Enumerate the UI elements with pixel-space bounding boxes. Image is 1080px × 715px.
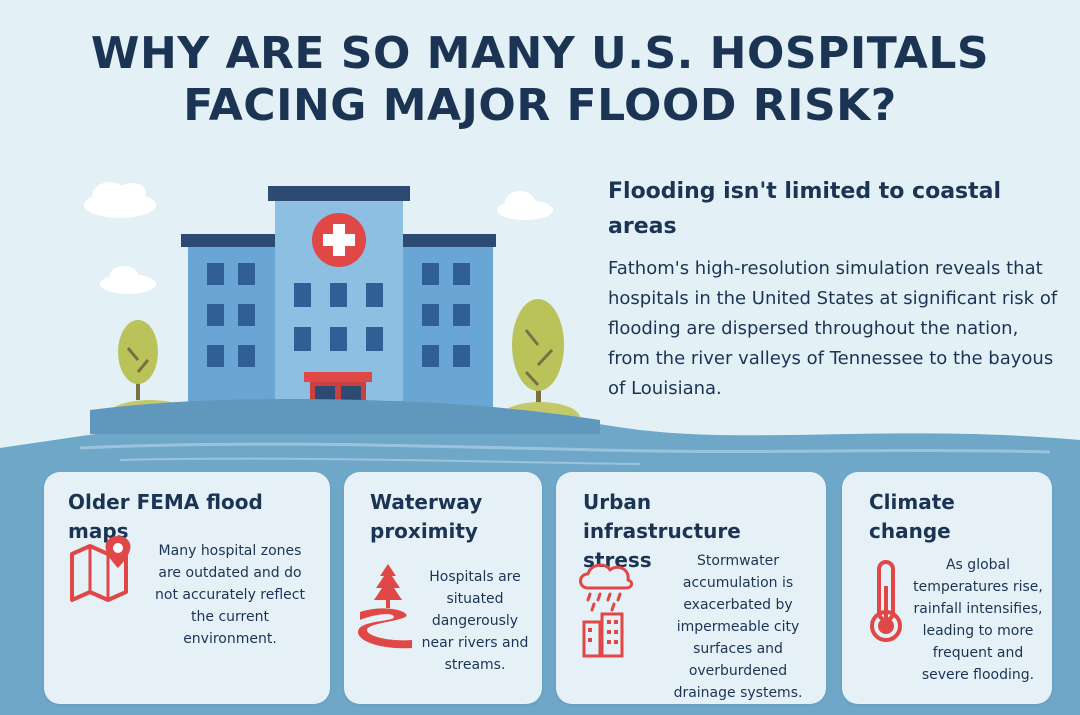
card-waterway-proximity: Waterway proximity Hospitals are situate… xyxy=(344,472,542,704)
card-text: Many hospital zones are outdated and do … xyxy=(155,543,305,647)
lead-heading: Flooding isn't limited to coastal areas xyxy=(608,179,1002,239)
map-pin-icon xyxy=(70,536,131,602)
card-title: Waterway proximity xyxy=(370,490,483,543)
card-title: Climate change xyxy=(869,490,955,543)
card-urban-infrastructure-stress: Urban infrastructure stress Stormwater a… xyxy=(556,472,826,704)
card-title: Urban infrastructure stress xyxy=(583,490,741,572)
card-older-fema-flood-maps: Older FEMA flood maps Many hospital zone… xyxy=(44,472,330,704)
cloud-icon xyxy=(84,182,156,218)
river-icon xyxy=(358,564,412,649)
card-text: Hospitals are situated dangerously near … xyxy=(421,569,529,673)
thermometer-icon xyxy=(870,560,902,642)
card-title: Older FEMA flood maps xyxy=(68,490,263,543)
tree-right xyxy=(512,299,564,410)
lead-body: Fathom's high-resolution simulation reve… xyxy=(608,258,1058,399)
page-title: WHY ARE SO MANY U.S. HOSPITALS FACING MA… xyxy=(0,28,1080,132)
title-line-2: FACING MAJOR FLOOD RISK? xyxy=(183,80,897,131)
cloud-icon xyxy=(497,191,553,220)
title-line-1: WHY ARE SO MANY U.S. HOSPITALS xyxy=(90,28,990,79)
hospital-building xyxy=(181,186,496,418)
card-text: As global temperatures rise, rainfall in… xyxy=(913,557,1043,683)
tree-left xyxy=(118,320,158,400)
card-text: Stormwater accumulation is exacerbated b… xyxy=(673,553,803,701)
rain-city-icon xyxy=(579,563,634,658)
cloud-icon xyxy=(100,266,156,294)
card-climate-change: Climate change As global temperatures ri… xyxy=(842,472,1052,704)
